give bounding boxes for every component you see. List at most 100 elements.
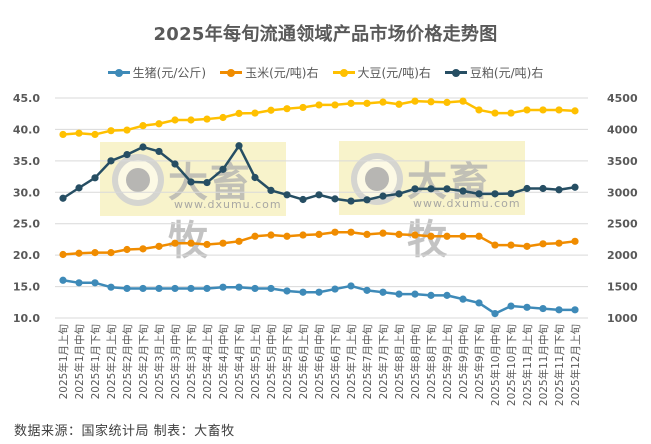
data-point-marker-icon[interactable] <box>379 229 387 237</box>
data-point-marker-icon[interactable] <box>171 239 179 247</box>
data-point-marker-icon[interactable] <box>331 101 339 109</box>
data-point-marker-icon[interactable] <box>235 109 243 117</box>
data-point-marker-icon[interactable] <box>411 231 419 239</box>
data-point-marker-icon[interactable] <box>315 230 323 238</box>
data-point-marker-icon[interactable] <box>219 113 227 122</box>
data-point-marker-icon[interactable] <box>571 183 579 191</box>
data-point-marker-icon[interactable] <box>107 157 115 165</box>
data-point-marker-icon[interactable] <box>523 303 531 311</box>
data-point-marker-icon[interactable] <box>75 279 83 287</box>
data-point-marker-icon[interactable] <box>459 232 467 240</box>
data-point-marker-icon[interactable] <box>331 195 339 203</box>
data-point-marker-icon[interactable] <box>379 192 387 200</box>
data-point-marker-icon[interactable] <box>219 239 227 247</box>
data-point-marker-icon[interactable] <box>235 142 243 150</box>
data-point-marker-icon[interactable] <box>459 295 467 303</box>
data-point-marker-icon[interactable] <box>571 237 579 245</box>
data-point-marker-icon[interactable] <box>411 97 419 105</box>
data-point-marker-icon[interactable] <box>539 240 547 248</box>
data-point-marker-icon[interactable] <box>443 232 451 240</box>
data-point-marker-icon[interactable] <box>171 284 179 293</box>
data-point-marker-icon[interactable] <box>315 288 323 296</box>
data-point-marker-icon[interactable] <box>299 231 307 239</box>
data-point-marker-icon[interactable] <box>59 276 67 284</box>
data-point-marker-icon[interactable] <box>59 130 67 139</box>
data-point-marker-icon[interactable] <box>299 195 307 204</box>
data-point-marker-icon[interactable] <box>139 122 147 130</box>
data-point-marker-icon[interactable] <box>507 109 515 117</box>
data-point-marker-icon[interactable] <box>459 97 467 105</box>
data-point-marker-icon[interactable] <box>491 310 499 318</box>
data-point-marker-icon[interactable] <box>331 285 339 293</box>
data-point-marker-icon[interactable] <box>427 185 435 193</box>
data-point-marker-icon[interactable] <box>139 143 147 151</box>
data-point-marker-icon[interactable] <box>155 284 163 293</box>
data-point-marker-icon[interactable] <box>219 165 227 173</box>
data-point-marker-icon[interactable] <box>523 184 531 193</box>
data-point-marker-icon[interactable] <box>251 284 259 293</box>
data-point-marker-icon[interactable] <box>427 98 435 106</box>
data-point-marker-icon[interactable] <box>187 116 195 124</box>
data-point-marker-icon[interactable] <box>363 286 371 294</box>
data-point-marker-icon[interactable] <box>139 245 147 253</box>
data-point-marker-icon[interactable] <box>555 106 563 114</box>
data-point-marker-icon[interactable] <box>251 232 259 240</box>
data-point-marker-icon[interactable] <box>379 98 387 106</box>
data-point-marker-icon[interactable] <box>299 103 307 112</box>
data-point-marker-icon[interactable] <box>507 189 515 198</box>
data-point-marker-icon[interactable] <box>107 249 115 257</box>
data-point-marker-icon[interactable] <box>427 232 435 240</box>
data-point-marker-icon[interactable] <box>539 106 547 114</box>
data-point-marker-icon[interactable] <box>459 187 467 195</box>
data-point-marker-icon[interactable] <box>411 290 419 298</box>
data-point-marker-icon[interactable] <box>523 242 531 250</box>
data-point-marker-icon[interactable] <box>347 282 355 290</box>
data-point-marker-icon[interactable] <box>91 174 99 182</box>
data-point-marker-icon[interactable] <box>155 120 163 128</box>
data-point-marker-icon[interactable] <box>219 283 227 291</box>
data-point-marker-icon[interactable] <box>123 150 131 159</box>
data-point-marker-icon[interactable] <box>571 107 579 115</box>
data-point-marker-icon[interactable] <box>251 173 259 182</box>
data-point-marker-icon[interactable] <box>411 185 419 193</box>
data-point-marker-icon[interactable] <box>75 129 83 137</box>
data-point-marker-icon[interactable] <box>107 283 115 291</box>
data-point-marker-icon[interactable] <box>107 127 115 135</box>
data-point-marker-icon[interactable] <box>347 228 355 236</box>
data-point-marker-icon[interactable] <box>283 287 291 295</box>
legend-item-pig[interactable]: 生猪(元/公斤) <box>107 64 206 81</box>
data-point-marker-icon[interactable] <box>395 230 403 238</box>
data-point-marker-icon[interactable] <box>363 230 371 238</box>
data-point-marker-icon[interactable] <box>347 99 355 107</box>
data-point-marker-icon[interactable] <box>475 106 483 114</box>
data-point-marker-icon[interactable] <box>91 249 99 257</box>
data-point-marker-icon[interactable] <box>203 115 211 123</box>
data-point-marker-icon[interactable] <box>267 284 275 293</box>
data-point-marker-icon[interactable] <box>555 239 563 247</box>
data-point-marker-icon[interactable] <box>267 186 275 194</box>
data-point-marker-icon[interactable] <box>171 160 179 168</box>
data-point-marker-icon[interactable] <box>187 284 195 293</box>
data-point-marker-icon[interactable] <box>427 291 435 299</box>
data-point-marker-icon[interactable] <box>491 109 499 117</box>
data-point-marker-icon[interactable] <box>203 178 211 187</box>
data-point-marker-icon[interactable] <box>299 288 307 296</box>
data-point-marker-icon[interactable] <box>539 184 547 193</box>
data-point-marker-icon[interactable] <box>491 190 499 198</box>
series-line[interactable] <box>62 279 575 315</box>
data-point-marker-icon[interactable] <box>203 240 211 249</box>
data-point-marker-icon[interactable] <box>235 283 243 291</box>
data-point-marker-icon[interactable] <box>75 184 83 192</box>
data-point-marker-icon[interactable] <box>443 291 451 299</box>
legend-item-soybean[interactable]: 大豆(元/吨)右 <box>332 64 431 81</box>
data-point-marker-icon[interactable] <box>475 232 483 240</box>
data-point-marker-icon[interactable] <box>395 100 403 108</box>
data-point-marker-icon[interactable] <box>187 239 195 247</box>
data-point-marker-icon[interactable] <box>523 106 531 114</box>
data-point-marker-icon[interactable] <box>395 290 403 298</box>
data-point-marker-icon[interactable] <box>91 130 99 139</box>
data-point-marker-icon[interactable] <box>59 250 67 259</box>
data-point-marker-icon[interactable] <box>91 279 99 287</box>
legend-item-corn[interactable]: 玉米(元/吨)右 <box>220 64 319 81</box>
data-point-marker-icon[interactable] <box>267 231 275 239</box>
